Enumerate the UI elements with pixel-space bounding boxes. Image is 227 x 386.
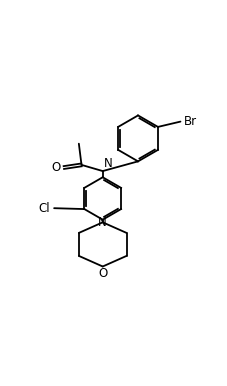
Text: O: O (51, 161, 60, 174)
Text: N: N (98, 216, 107, 229)
Text: O: O (98, 267, 107, 280)
Text: Br: Br (183, 115, 196, 128)
Text: Cl: Cl (38, 201, 49, 215)
Text: N: N (103, 157, 112, 170)
